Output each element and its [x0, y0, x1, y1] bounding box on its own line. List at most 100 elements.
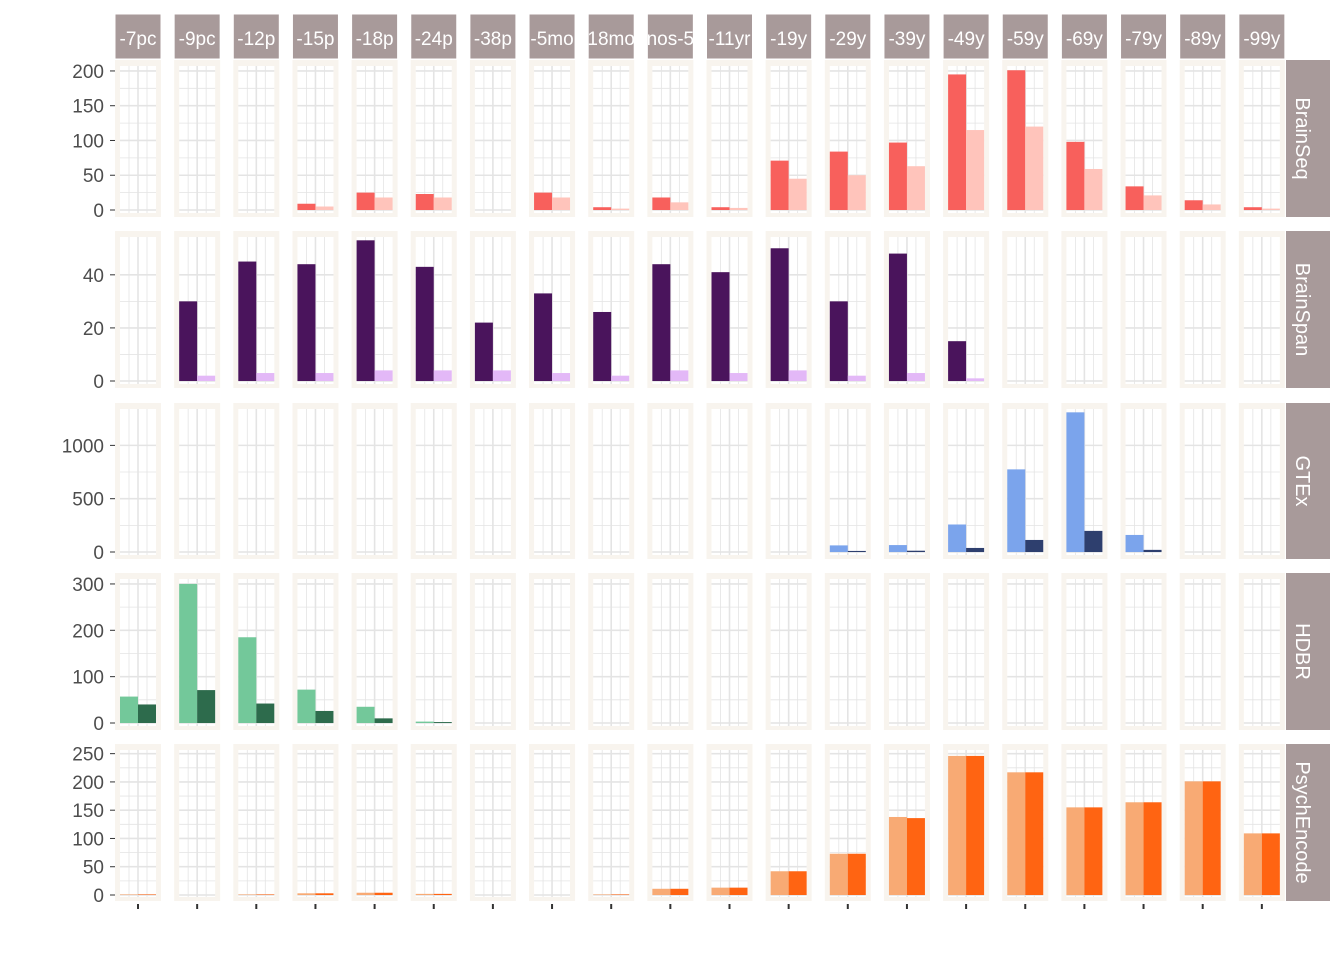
y-tick-label: 20	[83, 319, 104, 340]
row-strip	[1286, 231, 1330, 388]
bar	[888, 142, 907, 210]
bar	[238, 261, 257, 381]
bar	[888, 816, 907, 895]
bar	[593, 894, 612, 895]
bar	[552, 373, 571, 381]
bar	[1084, 530, 1103, 552]
bar	[1025, 772, 1044, 895]
column-strip	[883, 13, 931, 60]
bar	[356, 892, 375, 895]
bar	[138, 894, 156, 895]
bar	[611, 208, 630, 210]
column-strip-label: -9pc	[179, 29, 216, 50]
bar	[534, 293, 553, 381]
y-tick-label: 150	[72, 97, 104, 118]
column-strip-label: 18mo	[587, 29, 635, 50]
bar	[374, 892, 393, 895]
column-strip	[646, 13, 694, 60]
bar	[238, 637, 257, 723]
column-strip	[706, 13, 753, 60]
bar	[1202, 781, 1221, 895]
column-strip-label: -12p	[237, 29, 275, 50]
bar	[1025, 539, 1044, 552]
bar	[374, 197, 393, 210]
bar	[492, 370, 511, 381]
bar	[120, 894, 138, 895]
bar	[197, 690, 216, 723]
column-strip	[824, 13, 872, 60]
column-strip-label: -11yr	[709, 29, 752, 50]
bar	[552, 197, 571, 210]
y-tick-label: 0	[93, 886, 104, 907]
column-strip-label: -99y	[1243, 29, 1280, 50]
column-strip-label: -79y	[1125, 29, 1162, 50]
y-tick-label: 100	[72, 668, 104, 689]
bar	[888, 253, 907, 381]
bar	[256, 703, 275, 723]
bar	[652, 264, 671, 381]
column-strip-label: -49y	[948, 29, 985, 50]
bar	[770, 160, 789, 210]
bar	[1066, 141, 1085, 210]
bar	[179, 301, 198, 381]
bar	[611, 894, 630, 895]
bar	[1066, 807, 1085, 895]
bar	[315, 710, 334, 723]
bar	[433, 722, 452, 723]
bar	[948, 755, 967, 895]
bar	[906, 550, 925, 552]
bar	[138, 704, 156, 723]
bar	[829, 151, 848, 210]
y-tick-label: 200	[72, 621, 104, 642]
bar	[297, 893, 316, 895]
column-strip-label: -39y	[888, 29, 925, 50]
bar	[847, 375, 866, 381]
column-strip	[1179, 13, 1227, 60]
column-strip-label: -38p	[474, 29, 512, 50]
bar	[966, 547, 985, 552]
bar	[433, 370, 452, 381]
bar	[256, 894, 275, 895]
column-strip-label: -5mo	[530, 29, 573, 50]
bar	[948, 341, 967, 381]
bar	[534, 192, 553, 210]
column-strip	[1120, 13, 1168, 60]
y-tick-label: 1000	[62, 436, 104, 457]
y-tick-label: 100	[72, 829, 104, 850]
y-tick-label: 0	[93, 201, 104, 222]
row-strip	[1286, 60, 1330, 217]
bar	[966, 755, 985, 895]
bar	[433, 893, 452, 895]
bar	[788, 871, 807, 895]
row-strip-label: BrainSeq	[1291, 97, 1313, 179]
bar	[1007, 772, 1026, 895]
y-tick-label: 0	[93, 372, 104, 393]
bar	[1202, 204, 1221, 210]
y-tick-label: 500	[72, 490, 104, 511]
bar	[729, 887, 748, 895]
bar	[652, 197, 671, 210]
bar	[415, 194, 434, 210]
column-strip-label: -89y	[1184, 29, 1221, 50]
bar	[711, 207, 730, 210]
bar	[356, 192, 375, 210]
y-tick-label: 50	[83, 858, 104, 879]
bar	[1007, 70, 1026, 210]
bar	[374, 718, 393, 723]
y-tick-label: 250	[72, 745, 104, 766]
column-strip	[291, 13, 339, 60]
row-strip	[1286, 573, 1330, 730]
bar	[888, 545, 907, 552]
bar	[788, 370, 807, 381]
y-tick-label: 200	[72, 62, 104, 83]
bar	[1066, 412, 1085, 552]
y-tick-label: 150	[72, 801, 104, 822]
column-strip	[1001, 13, 1049, 60]
bar	[238, 894, 257, 895]
y-tick-label: 50	[83, 166, 104, 187]
bar	[1125, 186, 1144, 210]
bar	[829, 853, 848, 895]
bar	[829, 301, 848, 381]
column-strip-label: nos-5	[647, 29, 695, 50]
